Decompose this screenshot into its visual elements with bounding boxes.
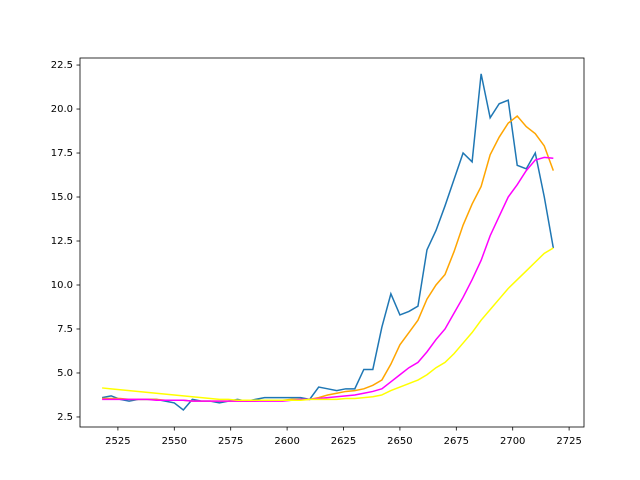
y-tick-label: 7.5 [57,324,73,335]
x-tick-label: 2700 [500,436,525,447]
y-tick-label: 20.0 [51,104,73,115]
x-tick-label: 2675 [444,436,469,447]
y-tick-label: 5.0 [57,368,73,379]
series-line [102,156,554,402]
series-line [102,115,555,402]
series-line [102,247,554,401]
y-tick-label: 15.0 [51,192,73,203]
y-tick-label: 12.5 [51,236,73,247]
x-tick-label: 2575 [218,436,243,447]
x-tick-label: 2625 [331,436,356,447]
series-line [101,73,555,411]
x-tick-label: 2600 [274,436,299,447]
y-tick-label: 10.0 [51,280,73,291]
y-tick-label: 17.5 [51,148,73,159]
y-tick-label: 22.5 [51,60,73,71]
x-tick-label: 2550 [162,436,187,447]
x-tick-label: 2725 [556,436,581,447]
y-tick-label: 2.5 [57,412,73,423]
x-tick-label: 2525 [105,436,130,447]
plot-frame [79,57,585,428]
x-tick-label: 2650 [387,436,412,447]
